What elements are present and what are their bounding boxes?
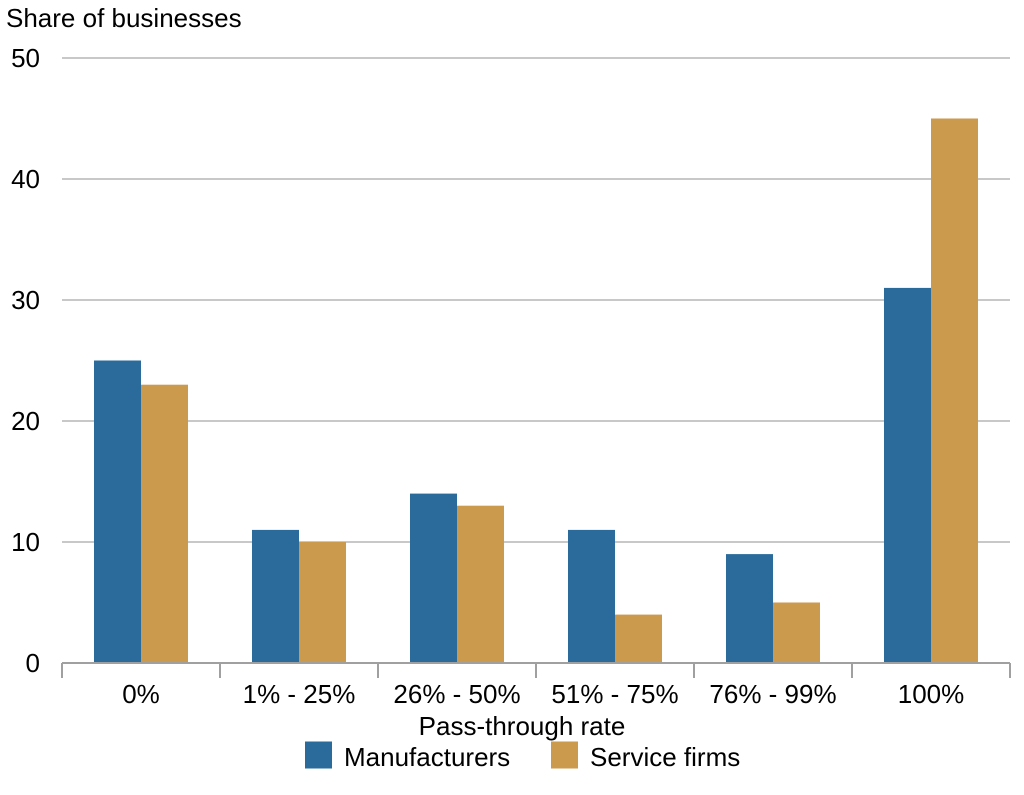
- y-axis-title: Share of businesses: [6, 3, 242, 33]
- legend-label: Service firms: [590, 742, 740, 772]
- x-tick-label: 1% - 25%: [243, 679, 356, 709]
- x-tick-label: 51% - 75%: [551, 679, 678, 709]
- y-tick-label: 0: [26, 648, 40, 678]
- bars: [94, 118, 978, 663]
- x-axis: [61, 662, 1011, 678]
- bar-manufacturers: [568, 529, 615, 663]
- y-tick-label: 10: [11, 527, 40, 557]
- bar-manufacturers: [410, 493, 457, 663]
- legend-label: Manufacturers: [344, 742, 510, 772]
- x-tick-label: 100%: [898, 679, 965, 709]
- bar-service-firms: [615, 614, 662, 663]
- bar-service-firms: [931, 118, 978, 663]
- x-axis-tick-labels: 0% 1% - 25% 26% - 50% 51% - 75% 76% - 99% 100…: [122, 679, 964, 709]
- bar-service-firms: [457, 505, 504, 663]
- x-tick-label: 0%: [122, 679, 160, 709]
- legend-swatch: [551, 741, 578, 769]
- gridlines: [62, 57, 1010, 543]
- bar-service-firms: [773, 602, 820, 663]
- bar-service-firms: [299, 542, 346, 663]
- bar-manufacturers: [252, 529, 299, 663]
- bar-manufacturers: [94, 360, 141, 663]
- x-tick-label: 76% - 99%: [709, 679, 836, 709]
- bar-service-firms: [141, 384, 188, 663]
- y-axis-ticks: 0 10 20 30 40 50: [11, 43, 40, 678]
- bar-manufacturers: [726, 554, 773, 663]
- legend-swatch: [305, 741, 332, 769]
- x-axis-title: Pass-through rate: [419, 711, 626, 741]
- bar-manufacturers: [884, 287, 931, 663]
- y-tick-label: 50: [11, 43, 40, 73]
- y-tick-label: 40: [11, 164, 40, 194]
- y-tick-label: 30: [11, 285, 40, 315]
- y-tick-label: 20: [11, 406, 40, 436]
- legend: Manufacturers Service firms: [305, 741, 740, 772]
- x-tick-label: 26% - 50%: [393, 679, 520, 709]
